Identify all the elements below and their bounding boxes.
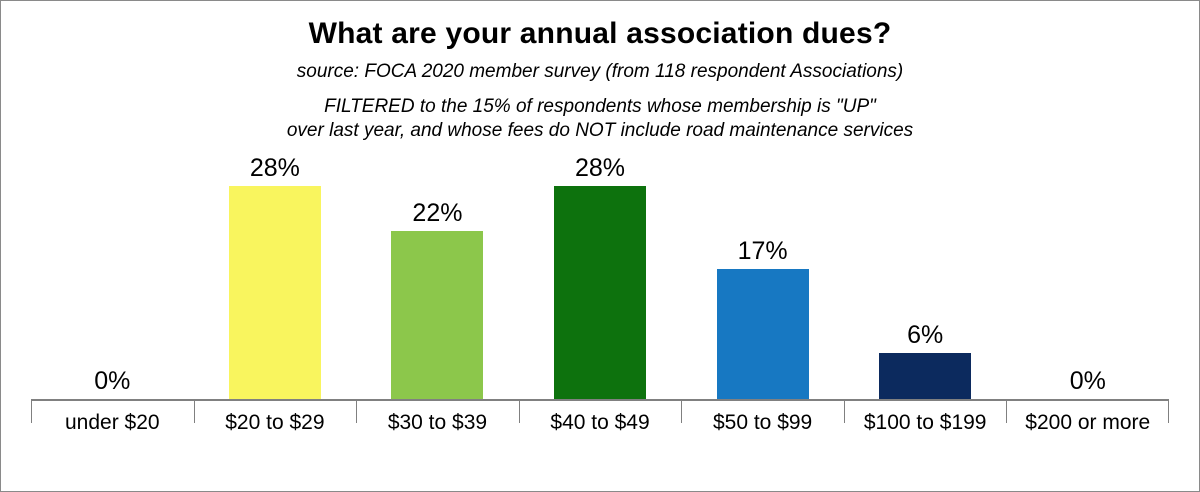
axis-tick [193,400,195,423]
data-label: 6% [907,320,944,349]
bar [391,231,484,399]
x-axis-label-text: under $20 [64,410,160,434]
bar [228,185,321,399]
filter-note-line-2: over last year, and whose fees do NOT in… [286,119,914,141]
bar-group-under-20: 0% [31,143,194,399]
bar [716,269,809,399]
axis-tick [518,400,520,423]
axis-tick [843,400,845,423]
data-label: 0% [94,366,131,395]
x-axis-label-text: $30 to $39 [387,410,488,434]
x-axis-label-text: $50 to $99 [712,410,813,434]
chart-title: What are your annual association dues? [308,17,892,50]
chart-subtitle: source: FOCA 2020 member survey (from 11… [296,61,904,82]
data-label: 28% [249,153,300,182]
x-axis-label-text: $20 to $29 [225,410,325,434]
x-axis-label: $100 to $199 [843,400,1007,449]
x-axis-label: $20 to $29 [193,400,357,449]
chart-filter-note: FILTERED to the 15% of respondents whose… [1,95,1199,143]
x-axis-label: $50 to $99 [681,400,844,449]
x-axis-label: $30 to $39 [356,400,519,449]
x-axis-label-text: $100 to $199 [863,410,987,434]
bar-group-200-more: 0% [1006,143,1169,399]
bar [879,352,972,399]
filter-note-line-1: FILTERED to the 15% of respondents whose… [324,96,876,117]
x-axis-label: under $20 [31,400,194,449]
x-axis-label-text: $200 or more [1025,410,1151,434]
bar-group-100-199: 6% [844,143,1007,399]
x-axis-label: $200 or more [1006,400,1170,449]
bar-group-30-39: 22% [356,143,519,399]
x-axis-labels: under $20 $20 to $29 $30 to $39 $40 to $… [31,400,1170,449]
bar-chart: 0% 28% 22% 28% 17% 6% [31,143,1170,449]
plot-area: 0% 28% 22% 28% 17% 6% [31,143,1169,401]
axis-tick [356,400,358,423]
x-axis-label-text: $40 to $49 [550,410,650,434]
data-label: 17% [737,237,788,266]
bar-group-50-99: 17% [681,143,844,399]
bar [554,185,647,399]
x-axis-label: $40 to $49 [518,400,682,449]
data-label: 28% [575,153,626,182]
axis-tick [1168,400,1170,423]
axis-tick [1006,400,1008,423]
data-label: 0% [1069,366,1106,395]
axis-tick [681,400,683,423]
axis-tick [31,400,32,423]
bar-group-40-49: 28% [519,143,682,399]
data-label: 22% [412,199,463,228]
bar-group-20-29: 28% [194,143,357,399]
chart-header: What are your annual association dues? s… [1,1,1199,143]
